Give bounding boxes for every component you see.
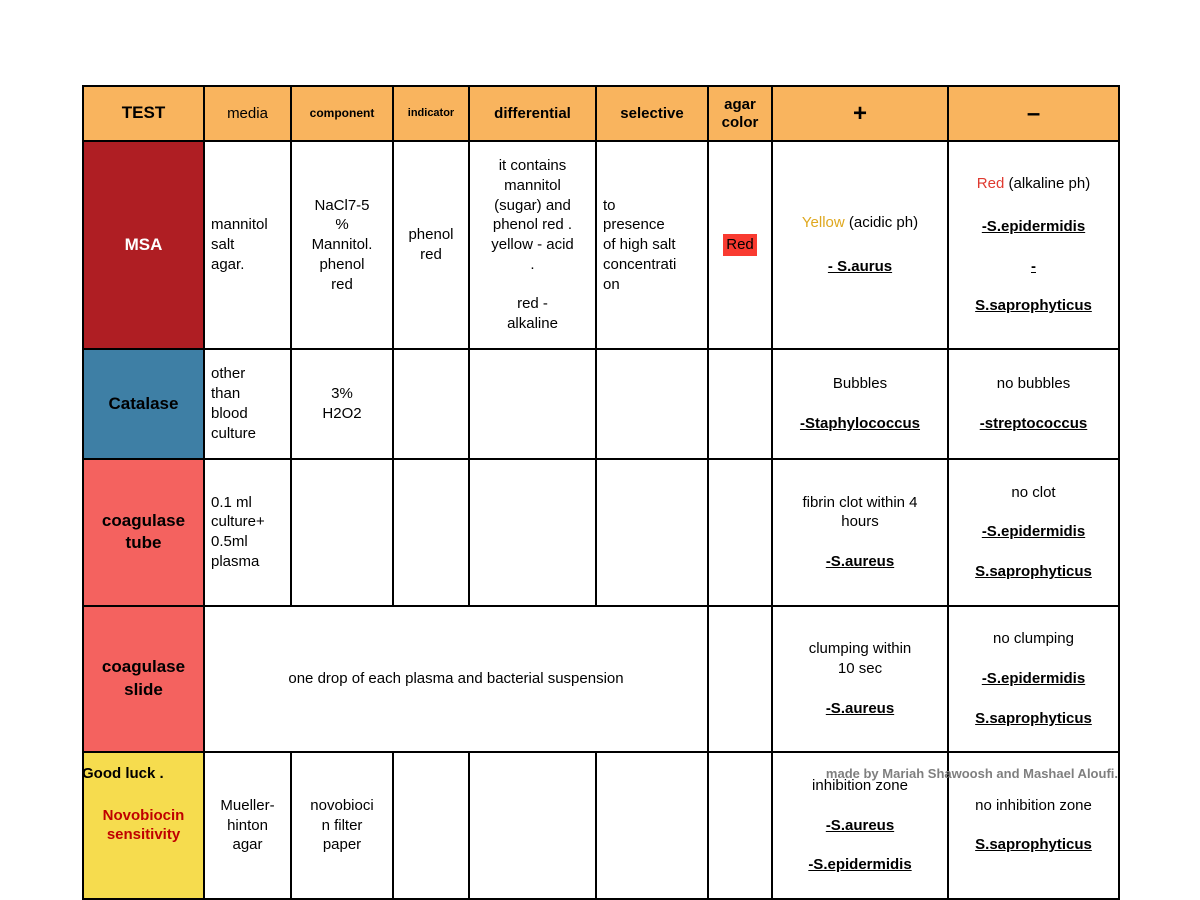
header-positive: + <box>771 85 949 142</box>
header-component: component <box>290 85 394 142</box>
catalase-positive-result: Bubbles <box>832 375 888 393</box>
red-result-word: Red <box>976 174 1005 192</box>
catalase-component-cell: 3% H2O2 <box>290 348 394 460</box>
coagulase-slide-negative-cell: no clumping -S.epidermidis S.saprophytic… <box>947 604 1120 754</box>
row-coagulase-slide: coagulase slide one drop of each plasma … <box>82 604 1120 754</box>
msa-negative-species-dash: - <box>1031 257 1036 275</box>
msa-positive-cell: Yellow (acidic ph) - S.aurus <box>771 140 949 350</box>
catalase-media-cell: other than blood culture <box>203 348 292 460</box>
header-agar-color: agar color <box>707 85 773 142</box>
msa-differential-cell: it contains mannitol (sugar) and phenol … <box>468 140 597 350</box>
catalase-negative-cell: no bubbles -streptococcus <box>947 348 1120 460</box>
msa-indicator-cell: phenol red <box>392 140 470 350</box>
header-selective: selective <box>595 85 709 142</box>
row-msa: MSA mannitol salt agar. NaCl7-5 % Mannit… <box>82 140 1120 350</box>
header-media: media <box>203 85 292 142</box>
coagulase-tube-selective-cell <box>595 458 709 607</box>
coagulase-tube-negative-species-1: -S.epidermidis <box>981 523 1086 541</box>
catalase-selective-cell <box>595 348 709 460</box>
coagulase-tube-negative-species-2: S.saprophyticus <box>975 562 1092 580</box>
coagulase-slide-negative-result: no clumping <box>993 630 1074 648</box>
good-luck-text: Good luck . <box>82 765 164 782</box>
novobiocin-positive-result: inhibition zone <box>812 776 908 794</box>
coagulase-slide-negative-species-2: S.saprophyticus <box>975 709 1092 727</box>
coagulase-tube-negative-cell: no clot -S.epidermidis S.saprophyticus <box>947 458 1120 607</box>
coagulase-tube-indicator-cell <box>392 458 470 607</box>
msa-negative-cell: Red (alkaline ph) -S.epidermidis - S.sap… <box>947 140 1120 350</box>
catalase-agar-color-cell <box>707 348 773 460</box>
msa-agar-color-cell: Red <box>707 140 773 350</box>
test-table: TEST media component indicator different… <box>82 85 1120 900</box>
coagulase-tube-media-cell: 0.1 ml culture+ 0.5ml plasma <box>203 458 292 607</box>
coagulase-tube-agar-color-cell <box>707 458 773 607</box>
msa-negative-result: Red (alkaline ph) <box>955 174 1112 194</box>
credits-text: made by Mariah Shawoosh and Mashael Alou… <box>825 766 1118 781</box>
msa-negative-species-2: S.saprophyticus <box>975 297 1092 315</box>
coagulase-tube-row-label: coagulase tube <box>82 458 205 607</box>
header-indicator: indicator <box>392 85 470 142</box>
microbiology-test-table: TEST media component indicator different… <box>82 85 1120 900</box>
coagulase-slide-agar-color-cell <box>707 604 773 754</box>
agar-color-red-badge: Red <box>723 234 757 256</box>
catalase-positive-cell: Bubbles -Staphylococcus <box>771 348 949 460</box>
coagulase-tube-positive-result: fibrin clot within 4 hours <box>802 493 918 531</box>
msa-positive-note: (acidic ph) <box>848 214 919 232</box>
msa-positive-result: Yellow (acidic ph) <box>779 213 941 233</box>
coagulase-tube-positive-cell: fibrin clot within 4 hours -S.aureus <box>771 458 949 607</box>
msa-negative-species-1: -S.epidermidis <box>981 218 1086 236</box>
novobiocin-negative-result: no inhibition zone <box>975 796 1092 814</box>
coagulase-slide-negative-species-1: -S.epidermidis <box>981 669 1086 687</box>
coagulase-slide-procedure-cell: one drop of each plasma and bacterial su… <box>203 604 709 754</box>
coagulase-slide-row-label: coagulase slide <box>82 604 205 754</box>
coagulase-slide-positive-cell: clumping within 10 sec -S.aureus <box>771 604 949 754</box>
novobiocin-negative-species: S.saprophyticus <box>975 836 1092 854</box>
catalase-differential-cell <box>468 348 597 460</box>
catalase-row-label: Catalase <box>82 348 205 460</box>
catalase-indicator-cell <box>392 348 470 460</box>
row-catalase: Catalase other than blood culture 3% H2O… <box>82 348 1120 460</box>
msa-component-cell: NaCl7-5 % Mannitol. phenol red <box>290 140 394 350</box>
coagulase-tube-negative-result: no clot <box>1011 483 1056 501</box>
coagulase-tube-positive-species: -S.aureus <box>825 553 895 571</box>
msa-negative-note: (alkaline ph) <box>1008 174 1091 192</box>
yellow-result-word: Yellow <box>801 214 845 232</box>
coagulase-tube-differential-cell <box>468 458 597 607</box>
header-negative: – <box>947 85 1120 142</box>
header-differential: differential <box>468 85 597 142</box>
novobiocin-positive-species-2: -S.epidermidis <box>808 856 912 874</box>
footer: Good luck . made by Mariah Shawoosh and … <box>82 765 1118 782</box>
novobiocin-positive-species-1: -S.aureus <box>825 816 895 834</box>
msa-row-label: MSA <box>82 140 205 350</box>
row-coagulase-tube: coagulase tube 0.1 ml culture+ 0.5ml pla… <box>82 458 1120 607</box>
coagulase-slide-positive-species: -S.aureus <box>825 699 895 717</box>
msa-selective-cell: to presence of high salt concentrati on <box>595 140 709 350</box>
coagulase-slide-positive-result: clumping within 10 sec <box>808 640 912 678</box>
header-row: TEST media component indicator different… <box>82 85 1120 142</box>
catalase-negative-result: no bubbles <box>996 375 1071 393</box>
header-test: TEST <box>82 85 205 142</box>
msa-positive-species: - S.aurus <box>827 257 893 275</box>
msa-media-cell: mannitol salt agar. <box>203 140 292 350</box>
catalase-negative-species: -streptococcus <box>979 414 1088 432</box>
coagulase-tube-component-cell <box>290 458 394 607</box>
catalase-positive-species: -Staphylococcus <box>799 414 921 432</box>
